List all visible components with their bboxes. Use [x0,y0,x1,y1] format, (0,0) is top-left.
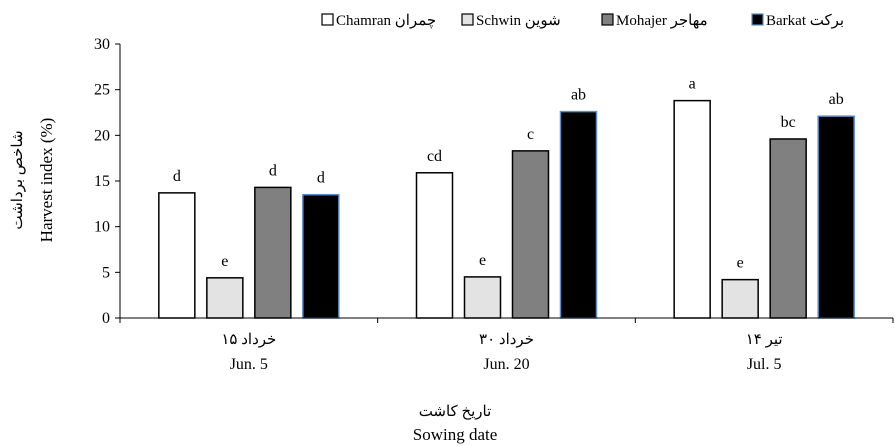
y-axis-title-fa: شاخص برداشت [10,130,26,229]
x-tick-label-en: Jul. 5 [747,356,782,373]
bar [206,277,244,319]
x-tick-label-en: Jun. 5 [230,356,268,373]
x-tick-label-fa: ۱۵ خرداد [221,332,276,348]
legend-label: Mohajer مهاجر [616,13,708,29]
legend-label: Schwin شوین [476,13,561,29]
significance-letter: ab [829,91,844,108]
legend-swatch [751,13,764,26]
bar [559,110,598,319]
x-tick-label-fa: ۳۰ خرداد [479,332,534,348]
y-tick-label: 0 [102,310,110,327]
legend-label: Chamran چمران [336,13,436,29]
legend-swatch [601,13,614,26]
significance-letter: e [479,252,486,269]
legend-label: Barkat برکت [766,13,844,29]
bar [673,99,711,319]
bar [463,276,502,319]
significance-letter: d [269,162,277,179]
significance-letter: cd [427,148,442,165]
significance-letter: a [689,76,696,93]
bar [302,193,340,319]
bar [817,115,855,319]
bars: d cd a e e e d c bc d ab ab [158,76,855,319]
legend-swatch [461,13,474,26]
significance-letter: d [173,168,181,185]
x-axis-title-en: Sowing date [413,425,498,444]
y-tick-label: 25 [94,82,110,99]
y-tick-label: 10 [94,219,110,236]
y-tick-label: 30 [94,36,110,53]
bar [415,172,454,319]
bar [769,138,807,319]
y-tick-label: 20 [94,127,110,144]
x-axis: ۱۵ خرداد Jun. 5 ۳۰ خرداد Jun. 20 ۱۴ تیر Jul. … [119,317,894,373]
y-tick-label: 5 [102,264,110,281]
significance-letter: d [317,170,325,187]
bar [721,278,759,319]
significance-letter: e [737,255,744,272]
legend-swatch [321,13,334,26]
significance-letter: c [527,126,534,143]
y-tick-label: 15 [94,173,110,190]
x-tick-label-fa: ۱۴ تیر [746,332,783,348]
y-axis: 0 5 10 15 20 25 30 [94,36,121,327]
significance-letter: e [221,253,228,270]
significance-letter: bc [781,114,796,131]
bar [158,192,196,319]
bar [511,150,550,319]
y-axis-title-en: Harvest index (%) [37,118,56,243]
x-axis-title-fa: تاریخ کاشت [419,404,492,420]
bar [254,186,292,319]
legend: Chamran چمران Schwin شوین Mohajer مهاجر Bar… [321,13,844,29]
significance-letter: ab [571,87,586,104]
x-tick-label-en: Jun. 20 [483,356,529,373]
